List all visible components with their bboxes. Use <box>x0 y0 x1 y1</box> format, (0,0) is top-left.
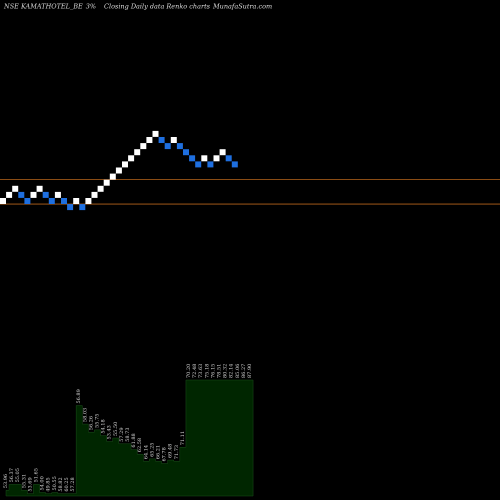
renko-brick-down <box>176 143 183 150</box>
renko-brick-up <box>128 155 135 162</box>
value-label: 54.18 <box>101 419 107 433</box>
value-label: 53.96 <box>3 474 9 488</box>
renko-brick-up <box>85 198 92 204</box>
renko-brick-down <box>231 161 238 168</box>
renko-brick-up <box>170 137 177 143</box>
renko-bricks <box>0 130 238 211</box>
value-label: 55.75 <box>95 414 101 428</box>
renko-brick-down <box>195 161 202 168</box>
value-label: 55.50 <box>113 422 119 436</box>
value-label: 67.78 <box>162 447 168 461</box>
value-label: 66.21 <box>156 445 162 459</box>
value-label: 53.43 <box>107 425 113 439</box>
renko-brick-up <box>36 185 43 192</box>
renko-brick-up <box>140 143 147 150</box>
renko-brick-up <box>0 198 6 204</box>
chart-header: NSE KAMATHOTEL_BE 3% Closing Daily data Re… <box>3 3 272 11</box>
value-label: 57.29 <box>119 427 125 441</box>
value-label: 70.20 <box>186 364 192 378</box>
renko-brick-down <box>225 155 232 162</box>
value-label: 62.58 <box>137 438 143 452</box>
renko-brick-down <box>48 198 55 204</box>
renko-brick-down <box>24 198 31 204</box>
value-label: 58.73 <box>125 427 131 441</box>
value-label: 58.03 <box>82 408 88 422</box>
renko-brick-up <box>115 167 122 174</box>
renko-brick-up <box>122 161 128 168</box>
renko-brick-up <box>103 179 110 186</box>
renko-brick-down <box>18 191 25 198</box>
value-label: 69.48 <box>168 444 174 458</box>
box-size-label: 3% <box>86 3 96 11</box>
value-label: 71.11 <box>180 431 186 445</box>
renko-brick-up <box>12 185 19 192</box>
value-label: 76.15 <box>210 364 216 378</box>
value-label: 56.89 <box>76 389 82 403</box>
renko-brick-down <box>158 137 165 143</box>
description-label: Closing Daily data Renko charts <box>104 3 211 11</box>
renko-brick-down <box>207 161 214 168</box>
renko-brick-down <box>164 143 171 150</box>
value-label: 53.69 <box>27 477 33 491</box>
value-label: 82.14 <box>229 364 235 378</box>
value-label: 50.55 <box>52 476 58 490</box>
renko-brick-down <box>61 198 67 204</box>
value-label: 51.65 <box>34 468 40 482</box>
value-label: 55.05 <box>15 468 21 482</box>
value-label: 49.85 <box>46 477 52 491</box>
value-label: 64.14 <box>143 445 149 459</box>
renko-brick-up <box>54 191 61 198</box>
value-label: 54.00 <box>40 476 46 490</box>
value-label: 75.18 <box>204 364 210 378</box>
renko-brick-up <box>30 191 37 198</box>
value-label: 80.32 <box>223 364 229 378</box>
renko-brick-up <box>134 149 141 156</box>
level-lines <box>0 179 500 205</box>
value-label: 55.31 <box>21 474 27 488</box>
renko-brick-up <box>91 191 98 198</box>
renko-brick-down <box>183 149 189 156</box>
symbol-label: NSE KAMATHOTEL_BE <box>3 3 83 11</box>
volume-panel <box>5 379 254 497</box>
renko-brick-down <box>42 191 49 198</box>
renko-brick-up <box>73 198 80 204</box>
value-label: 86.27 <box>241 364 247 378</box>
renko-brick-down <box>79 204 86 211</box>
renko-brick-up <box>201 155 208 162</box>
source-label: MunafaSutra.com <box>212 3 272 11</box>
value-label: 56.37 <box>9 468 15 482</box>
value-label: 58.82 <box>58 477 64 491</box>
value-label: 60.25 <box>64 477 70 491</box>
value-label: 57.28 <box>70 477 76 491</box>
renko-brick-up <box>109 173 116 180</box>
renko-brick-down <box>67 204 74 211</box>
value-label: 61.88 <box>131 433 137 447</box>
value-label: 87.90 <box>247 364 253 378</box>
renko-brick-up <box>97 185 104 192</box>
volume-area <box>5 379 254 497</box>
value-label: 56.26 <box>88 416 94 430</box>
renko-brick-up <box>152 130 159 137</box>
value-label: 73.63 <box>198 364 204 378</box>
value-label: 71.73 <box>174 445 180 459</box>
renko-brick-up <box>6 191 13 198</box>
renko-brick-up <box>146 137 153 143</box>
value-label: 85.06 <box>235 364 241 378</box>
value-label: 72.48 <box>192 364 198 378</box>
value-label: 78.51 <box>217 364 223 378</box>
value-label: 65.25 <box>149 443 155 457</box>
renko-brick-up <box>219 149 226 156</box>
renko-brick-down <box>189 155 196 162</box>
renko-brick-up <box>213 155 220 162</box>
